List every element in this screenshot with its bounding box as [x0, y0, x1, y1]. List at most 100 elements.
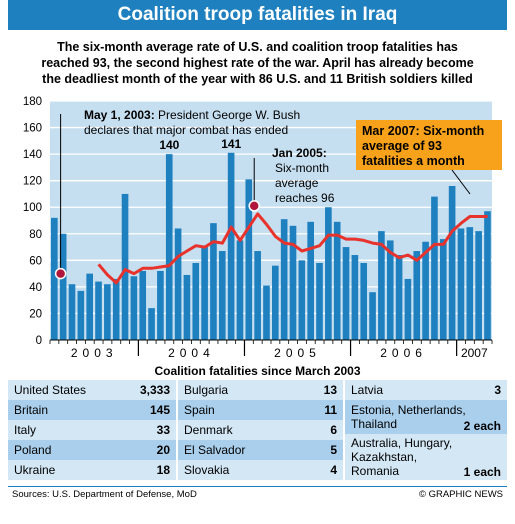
bar [130, 276, 138, 340]
x-year-label: 2007 [461, 346, 488, 360]
y-tick-label: 180 [23, 96, 42, 108]
country-name: Thailand [351, 417, 398, 431]
country-name: El Salvador [184, 443, 246, 457]
bar [342, 247, 350, 340]
table-row: El Salvador 5 [178, 440, 343, 460]
country-name: Kazakhstan, [351, 450, 418, 464]
fatality-count: 5 [330, 443, 337, 457]
bar [245, 179, 253, 340]
bar [333, 221, 341, 340]
bar [431, 196, 438, 340]
country-name: Latvia [351, 383, 384, 397]
bar [457, 228, 465, 340]
annotation-date: Jan 2005: [272, 146, 327, 160]
y-tick-label: 100 [23, 202, 42, 214]
bar [183, 274, 191, 340]
bar [104, 284, 111, 340]
country-name: Spain [184, 403, 215, 417]
bar [165, 154, 173, 340]
bar [201, 247, 208, 340]
fatality-count: 20 [156, 443, 170, 457]
bar [59, 233, 67, 340]
bar [325, 207, 332, 340]
callout-text: average of 93 [362, 139, 442, 153]
bar [218, 251, 226, 340]
y-tick-label: 40 [29, 282, 42, 294]
table-row: Slovakia 4 [178, 460, 343, 480]
bar [280, 219, 288, 340]
table-row: Ukraine 18 [8, 460, 176, 480]
fatalities-table: United States 3,333 Britain 145 Italy 33 Po… [8, 380, 507, 486]
country-name: Ukraine [14, 463, 56, 477]
x-year-label: 2003 [71, 346, 118, 360]
bar [210, 223, 217, 340]
table-row: Denmark 6 [178, 420, 343, 440]
table-row: Spain 11 [178, 400, 343, 420]
table-title: Coalition fatalities since March 2003 [154, 364, 361, 378]
chart-subtitle: The six-month average rate of U.S. and c… [8, 39, 507, 87]
bar [86, 273, 93, 340]
country-name: Italy [14, 423, 37, 437]
bar [404, 278, 412, 340]
country-name: Bulgaria [184, 383, 229, 397]
country-name: Slovakia [184, 463, 230, 477]
callout-box [356, 120, 502, 170]
country-name: Romania [351, 464, 400, 478]
bar [360, 262, 368, 340]
y-tick-label: 160 [23, 123, 42, 135]
y-tick-label: 0 [36, 335, 42, 347]
bar [157, 270, 164, 340]
x-year-label: 2004 [168, 346, 215, 360]
bar [316, 262, 323, 340]
fatality-count: 3,333 [139, 383, 170, 397]
annotation-marker [248, 200, 260, 212]
table-row: Poland 20 [8, 440, 176, 460]
fatality-count: 145 [149, 403, 170, 417]
fatalities-chart: 180 160 140 120 100 80 60 40 20 0 140 141 2003 2004 20… [23, 96, 502, 360]
annotation-body: average [275, 176, 319, 190]
fatality-count: 3 [494, 383, 501, 397]
table-row: Australia, Hungary, Kazakhstan, Romania … [345, 434, 507, 480]
bar [148, 308, 155, 340]
callout-text: fatalities a month [362, 154, 465, 168]
bar [121, 193, 129, 340]
x-year-label: 2005 [274, 346, 321, 360]
bar [369, 292, 376, 340]
table-row: Estonia, Netherlands, Thailand 2 each [345, 400, 507, 434]
bar [174, 228, 182, 340]
table-row: Latvia 3 [345, 380, 507, 400]
sources-note: Sources: U.S. Department of Defense, MoD [12, 489, 197, 500]
y-tick-label: 20 [29, 308, 42, 320]
bar [95, 281, 102, 340]
annotation-body: reaches 96 [275, 191, 335, 205]
y-tick-label: 120 [23, 176, 42, 188]
table-col-2: Bulgaria 13 Spain 11 Denmark 6 El Salvador 5… [178, 380, 343, 480]
bar [413, 251, 421, 340]
bar [484, 211, 491, 340]
callout-text: Mar 2007: Six-month [362, 124, 484, 138]
bar [307, 221, 314, 340]
annotation-body: President George W. Bush [158, 108, 300, 122]
annotation-marker [54, 267, 67, 280]
bar [422, 241, 429, 340]
fatality-count: 6 [330, 423, 337, 437]
country-name: Australia, Hungary, [351, 436, 453, 450]
y-tick-label: 80 [29, 229, 42, 241]
fatality-count: 11 [324, 403, 337, 417]
bar [236, 240, 244, 340]
bar [77, 290, 85, 340]
bar [254, 251, 261, 340]
bar [448, 185, 456, 340]
subtitle-line: the deadliest month of the year with 86 … [42, 72, 473, 86]
bar [466, 227, 474, 340]
six-month-average-line [97, 212, 488, 285]
bar [395, 255, 403, 340]
bar [272, 265, 279, 340]
footer-divider [8, 486, 507, 487]
annotation-date: May 1, 2003: [84, 108, 158, 122]
table-row: Bulgaria 13 [178, 380, 343, 400]
bar [439, 239, 447, 340]
annotation-body: declares that major combat has ended [84, 123, 288, 137]
country-name: Denmark [184, 423, 233, 437]
